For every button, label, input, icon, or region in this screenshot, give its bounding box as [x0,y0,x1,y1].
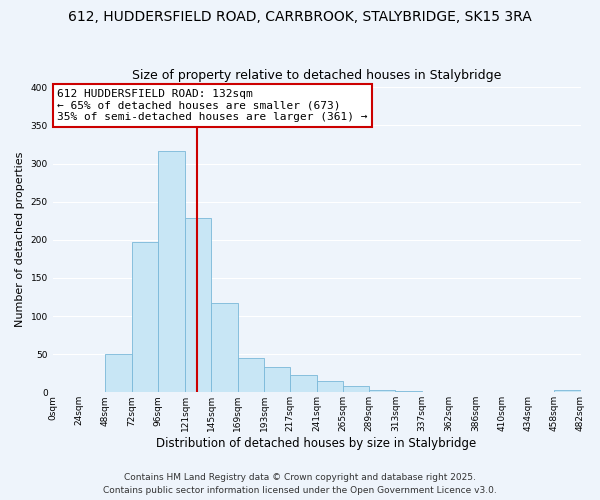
Bar [317,381,343,392]
Bar [343,386,369,392]
Bar [211,303,238,392]
Bar [369,390,395,392]
Text: 612, HUDDERSFIELD ROAD, CARRBROOK, STALYBRIDGE, SK15 3RA: 612, HUDDERSFIELD ROAD, CARRBROOK, STALY… [68,10,532,24]
Bar [158,150,185,392]
Bar [238,358,264,392]
Bar [395,391,422,392]
Y-axis label: Number of detached properties: Number of detached properties [15,152,25,328]
Bar [554,390,581,392]
Bar [185,218,211,392]
Bar [105,354,131,393]
Text: 612 HUDDERSFIELD ROAD: 132sqm
← 65% of detached houses are smaller (673)
35% of : 612 HUDDERSFIELD ROAD: 132sqm ← 65% of d… [57,89,368,122]
Title: Size of property relative to detached houses in Stalybridge: Size of property relative to detached ho… [132,69,501,82]
X-axis label: Distribution of detached houses by size in Stalybridge: Distribution of detached houses by size … [157,437,477,450]
Bar [264,367,290,392]
Bar [290,375,317,392]
Text: Contains HM Land Registry data © Crown copyright and database right 2025.
Contai: Contains HM Land Registry data © Crown c… [103,474,497,495]
Bar [131,242,158,392]
